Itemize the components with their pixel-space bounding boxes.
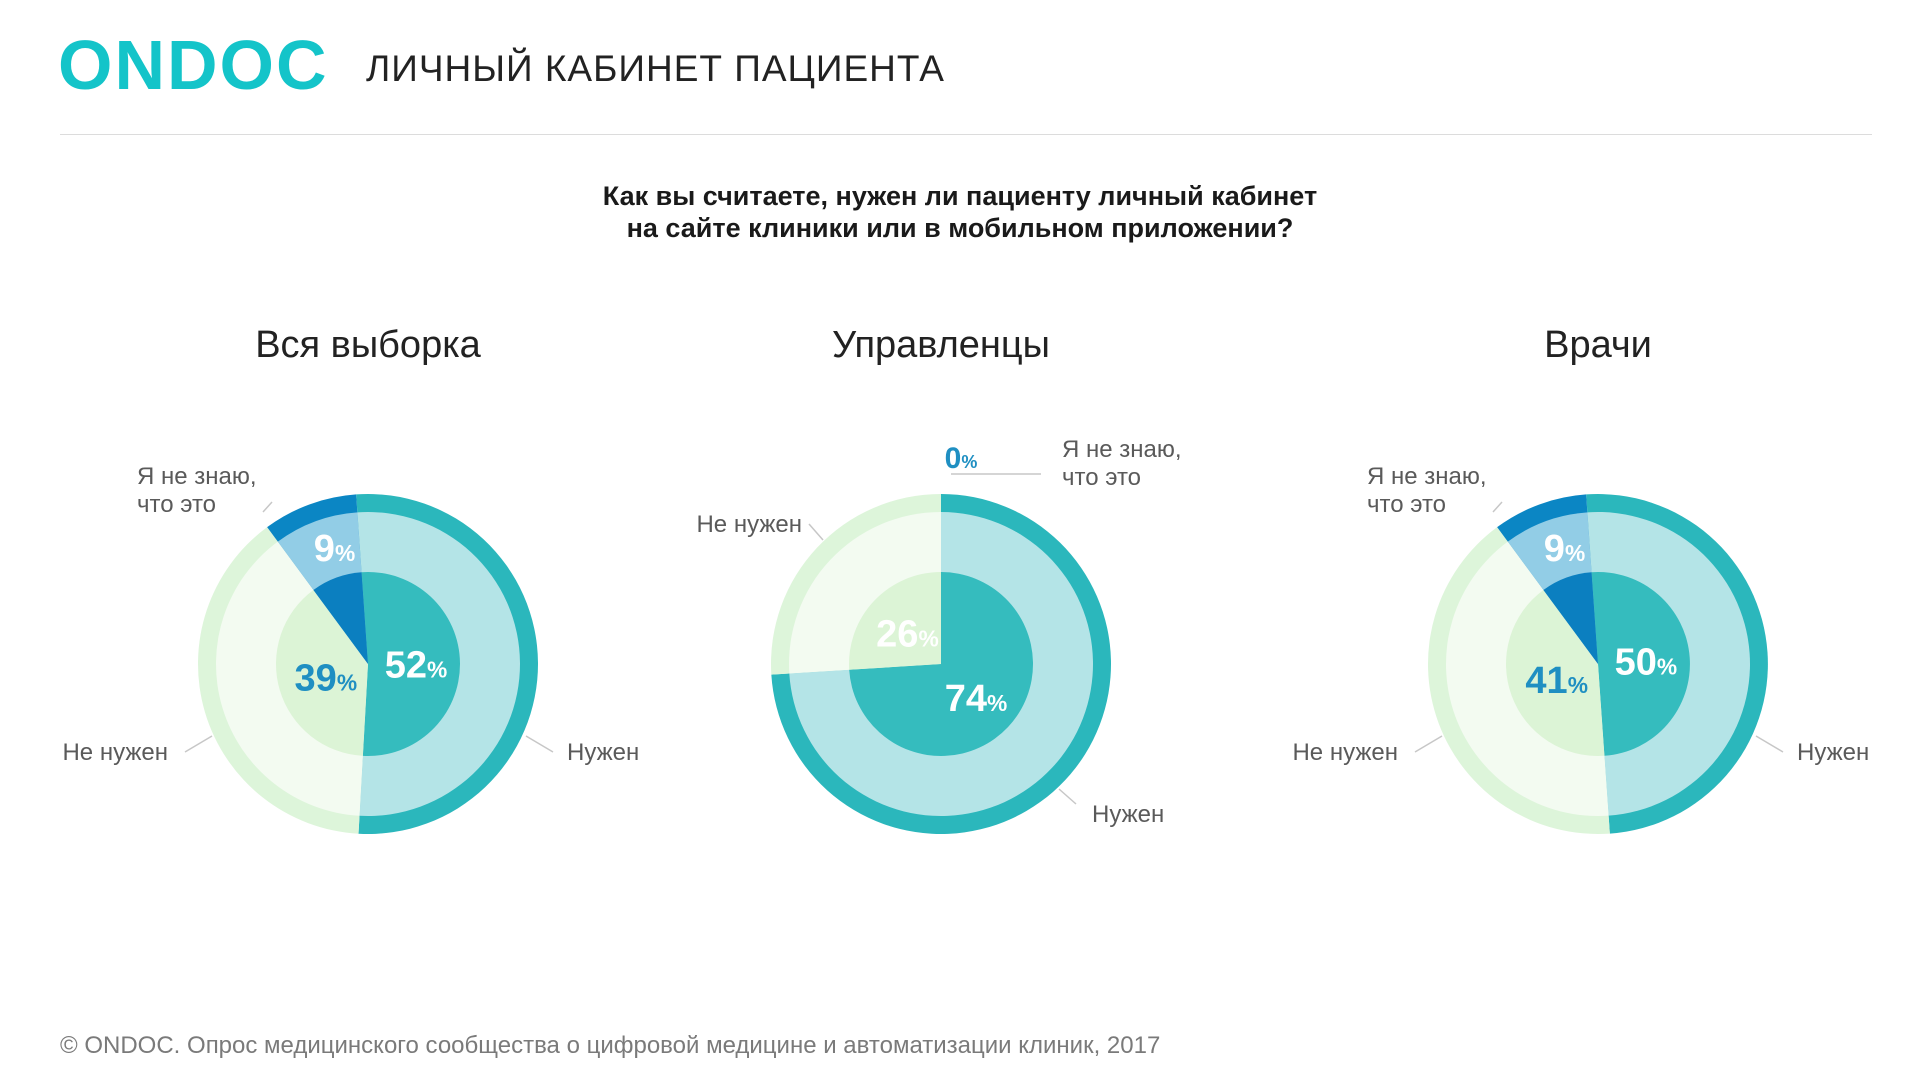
pie-chart-3: Врачи 50% 41% 9% Нужен Не нужен Я не знаю,что … [1292,324,1869,834]
data-label-dont-know: 9% [1544,528,1585,570]
leader-line-needed [525,735,554,753]
legend-dont-know-line-1: Я не знаю, [137,463,257,490]
pie-slice-needed-inner [849,572,1033,756]
leader-line-needed [1058,788,1077,805]
leader-line-needed [1755,735,1784,753]
pie-slice-not_needed-inner [275,589,368,756]
header-divider [60,134,1872,135]
pie-slice-dont_know-inner [313,572,368,664]
data-label-not-needed: 41% [1525,660,1588,702]
legend-dont-know-line-1: Я не знаю, [1367,463,1487,490]
pie-slice-not_needed-inner [849,572,941,670]
chart-title: Вся выборка [255,324,481,366]
pie-slice-dont_know-inner [1543,572,1598,664]
legend-not-needed: Не нужен [696,511,802,538]
survey-question: Как вы считаете, нужен ли пациенту личны… [0,180,1920,244]
data-label-needed: 74% [945,678,1008,720]
data-label-not-needed: 39% [295,658,358,700]
survey-question-line-1: Как вы считаете, нужен ли пациенту личны… [602,181,1318,211]
data-label-dont-know: 0% [945,442,978,475]
legend-needed: Нужен [1092,801,1164,828]
pie-chart-1: Вся выборка 52% 39% 9% Нужен Не нужен Я не зна… [62,324,639,835]
data-label-needed: 52% [385,645,448,687]
leader-line-not-needed [1414,735,1443,753]
pie-slice-needed-inner [361,572,460,756]
data-label-needed: 50% [1615,642,1678,684]
leader-line-dont-know [262,501,273,513]
legend-needed: Нужен [1797,739,1869,766]
legend-not-needed: Не нужен [62,739,168,766]
pie-chart-2: Управленцы 74%26% 0% Нужен Не нужен Я не знаю… [696,324,1182,834]
page-title: ЛИЧНЫЙ КАБИНЕТ ПАЦИЕНТА [366,48,945,89]
leader-line-not-needed [184,735,213,753]
legend-dont-know-line-1: Я не знаю, [1062,436,1182,463]
legend-dont-know-line-2: что это [1367,491,1446,518]
pie-slice-not_needed-inner [1506,589,1605,756]
ondoc-logo: ONDOC [58,26,329,104]
chart-title: Управленцы [832,324,1050,366]
legend-not-needed: Не нужен [1292,739,1398,766]
legend-dont-know-line-2: что это [137,491,216,518]
data-label-not-needed: 26% [876,614,939,656]
leader-line-not-needed [808,523,824,541]
footnote: © ONDOC. Опрос медицинского сообщества о… [60,1032,1161,1059]
legend-dont-know-line-2: что это [1062,464,1141,491]
pie-slice-needed-inner [1591,572,1690,756]
legend-needed: Нужен [567,739,639,766]
leader-line-dont-know [1492,501,1503,513]
data-label-dont-know: 9% [314,528,355,570]
survey-question-line-2: на сайте клиники или в мобильном приложе… [626,213,1294,243]
chart-title: Врачи [1544,324,1652,366]
